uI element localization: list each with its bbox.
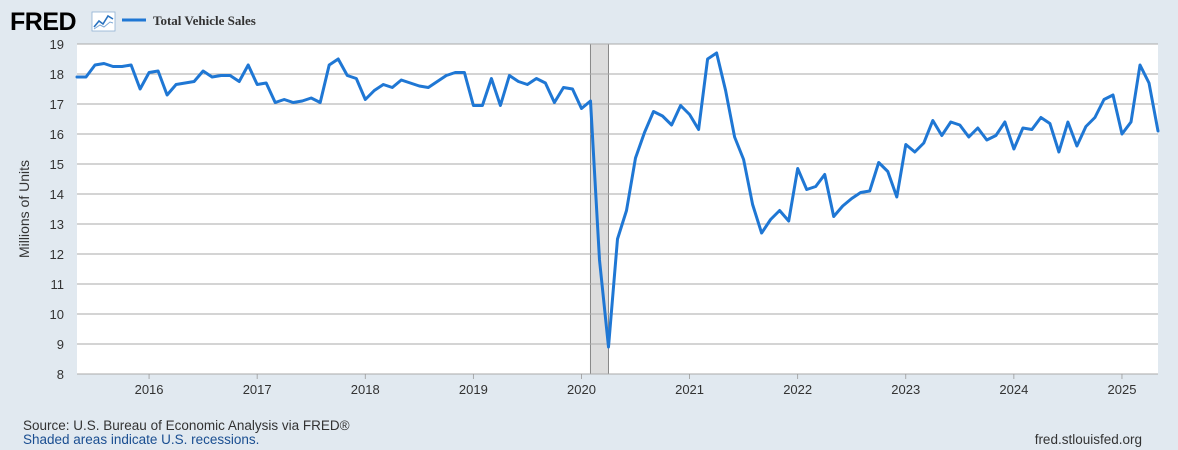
legend: Total Vehicle Sales [122, 13, 256, 28]
y-tick-label: 8 [57, 367, 64, 382]
y-tick-label: 17 [50, 97, 64, 112]
fred-logo[interactable]: FRED [10, 8, 116, 36]
x-tick-label: 2021 [675, 382, 704, 397]
y-tick-label: 13 [50, 217, 64, 232]
legend-label: Total Vehicle Sales [153, 13, 256, 28]
y-tick-label: 14 [50, 187, 64, 202]
y-tick-label: 15 [50, 157, 64, 172]
x-axis: 2016 2017 2018 2019 2020 2021 2022 2023 2024 2025 [135, 374, 1137, 397]
x-tick-label: 2022 [783, 382, 812, 397]
y-tick-label: 16 [50, 127, 64, 142]
y-axis-label: Millions of Units [16, 160, 32, 258]
fred-logo-text: FRED [10, 8, 76, 36]
series-layer [75, 51, 1160, 349]
x-tick-label: 2017 [243, 382, 272, 397]
y-axis: 8 9 10 11 12 13 14 15 16 17 18 19 [50, 37, 64, 382]
x-tick-label: 2025 [1108, 382, 1137, 397]
source-note: Source: U.S. Bureau of Economic Analysis… [23, 418, 350, 433]
y-tick-label: 18 [50, 67, 64, 82]
fred-graph-icon [91, 11, 116, 32]
x-tick-label: 2023 [891, 382, 920, 397]
site-link[interactable]: fred.stlouisfed.org [1034, 432, 1142, 447]
x-tick-label: 2020 [567, 382, 596, 397]
x-tick-label: 2024 [999, 382, 1028, 397]
series-line[interactable] [75, 51, 1160, 349]
y-tick-label: 11 [51, 277, 65, 292]
x-tick-label: 2018 [351, 382, 380, 397]
y-tick-label: 19 [50, 37, 64, 52]
recession-note[interactable]: Shaded areas indicate U.S. recessions. [23, 432, 260, 447]
x-tick-label: 2016 [135, 382, 164, 397]
plot-area [77, 44, 1158, 374]
y-tick-label: 10 [50, 307, 64, 322]
x-tick-label: 2019 [459, 382, 488, 397]
y-tick-label: 12 [50, 247, 64, 262]
grid-layer [77, 43, 1158, 375]
y-tick-label: 9 [57, 337, 64, 352]
